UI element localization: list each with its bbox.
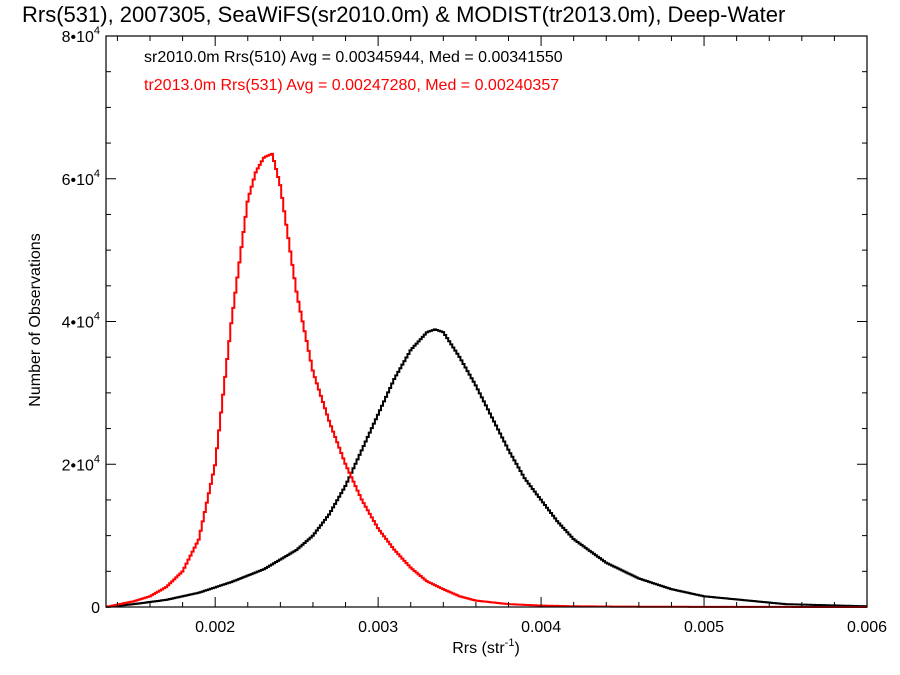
series-line-0 bbox=[106, 328, 867, 608]
x-tick-label: 0.003 bbox=[358, 619, 398, 636]
y-tick-label: 4•104 bbox=[62, 311, 100, 332]
legend-entry-1: tr2013.0m Rrs(531) Avg = 0.00247280, Med… bbox=[144, 77, 559, 94]
x-tick-label: 0.004 bbox=[521, 619, 561, 636]
x-tick-label: 0.005 bbox=[684, 619, 724, 636]
y-axis-label: Number of Observations bbox=[27, 233, 44, 406]
y-tick-label: 6•104 bbox=[62, 168, 100, 189]
legend: sr2010.0m Rrs(510) Avg = 0.00345944, Med… bbox=[144, 49, 563, 94]
x-tick-label: 0.006 bbox=[847, 619, 887, 636]
chart-title: Rrs(531), 2007305, SeaWiFS(sr2010.0m) & … bbox=[22, 2, 785, 27]
y-tick-label: 0 bbox=[91, 600, 100, 617]
y-tick-label: 2•104 bbox=[62, 453, 100, 474]
axis-ticks: 0.002 0.003 0.004 0.005 0.006 0 2•104 4•104 6•10… bbox=[62, 25, 888, 636]
legend-entry-0: sr2010.0m Rrs(510) Avg = 0.00345944, Med… bbox=[144, 49, 563, 66]
x-axis-label: Rrs (str-1) bbox=[452, 637, 520, 657]
x-tick-label: 0.002 bbox=[195, 619, 235, 636]
y-tick-label: 8•104 bbox=[62, 25, 100, 46]
